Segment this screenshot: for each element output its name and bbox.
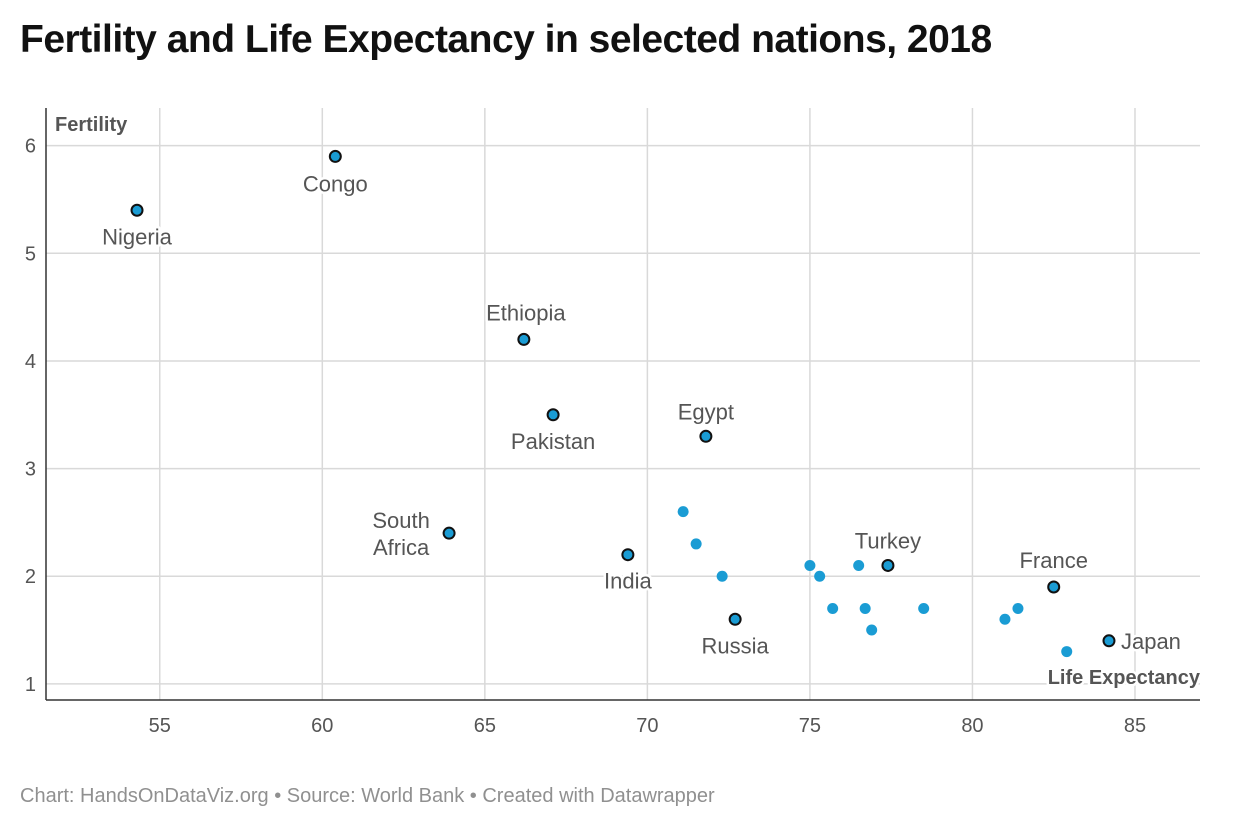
x-tick-label: 60 <box>311 715 333 737</box>
data-point <box>716 570 728 582</box>
x-tick-label: 75 <box>799 715 821 737</box>
data-point-labeled <box>546 408 560 422</box>
axes <box>45 108 1200 701</box>
data-point-labeled <box>517 332 531 346</box>
data-point-labeled <box>328 149 342 163</box>
data-point <box>853 559 865 571</box>
x-tick-label: 85 <box>1124 715 1146 737</box>
data-point-labeled <box>699 429 713 443</box>
point-label: Turkey <box>855 528 921 553</box>
data-point <box>1012 603 1024 615</box>
point-label: South Africa <box>372 508 430 560</box>
x-tick-label: 55 <box>149 715 171 737</box>
y-axis-title: Fertility <box>55 114 128 136</box>
point-label: Ethiopia <box>486 300 566 325</box>
data-point-labeled <box>621 548 635 562</box>
x-tick-label: 70 <box>636 715 658 737</box>
y-tick-label: 5 <box>25 243 36 265</box>
data-point <box>814 570 826 582</box>
data-point <box>918 603 930 615</box>
data-point-labeled <box>881 558 895 572</box>
x-tick-label: 65 <box>474 715 496 737</box>
data-point <box>866 624 878 636</box>
data-point-labeled <box>1047 580 1061 594</box>
data-point-labeled <box>130 203 144 217</box>
y-tick-label: 2 <box>25 566 36 588</box>
point-label: Russia <box>702 633 770 658</box>
y-tick-label: 4 <box>25 351 36 373</box>
point-label: Congo <box>303 171 368 196</box>
point-label: Egypt <box>678 399 734 424</box>
data-point-labeled <box>728 612 742 626</box>
data-point <box>677 506 689 518</box>
x-axis-title: Life Expectancy <box>1048 667 1201 689</box>
y-tick-label: 3 <box>25 459 36 481</box>
chart-title: Fertility and Life Expectancy in selecte… <box>20 18 992 61</box>
data-points <box>130 149 1116 658</box>
chart-footer: Chart: HandsOnDataViz.org • Source: Worl… <box>20 785 715 807</box>
point-label: Japan <box>1121 629 1181 654</box>
y-tick-label: 6 <box>25 136 36 158</box>
data-point <box>827 603 839 615</box>
point-labels: Nigeria Congo Ethiopia Pakistan Egypt South Af… <box>100 169 1184 661</box>
point-label: Nigeria <box>102 224 172 249</box>
grid-lines <box>46 108 1200 700</box>
x-tick-label: 80 <box>961 715 983 737</box>
y-tick-label: 1 <box>25 674 36 696</box>
tick-labels: 55 60 65 70 75 80 85 1 2 3 4 5 6 <box>25 136 1146 737</box>
data-point <box>690 538 702 550</box>
data-point <box>1061 646 1073 658</box>
data-point <box>999 613 1011 625</box>
data-point <box>804 559 816 571</box>
point-label: France <box>1019 548 1087 573</box>
data-point <box>859 603 871 615</box>
point-label: India <box>604 569 652 594</box>
point-label: Pakistan <box>511 429 595 454</box>
data-point-labeled <box>442 526 456 540</box>
data-point-labeled <box>1102 634 1116 648</box>
